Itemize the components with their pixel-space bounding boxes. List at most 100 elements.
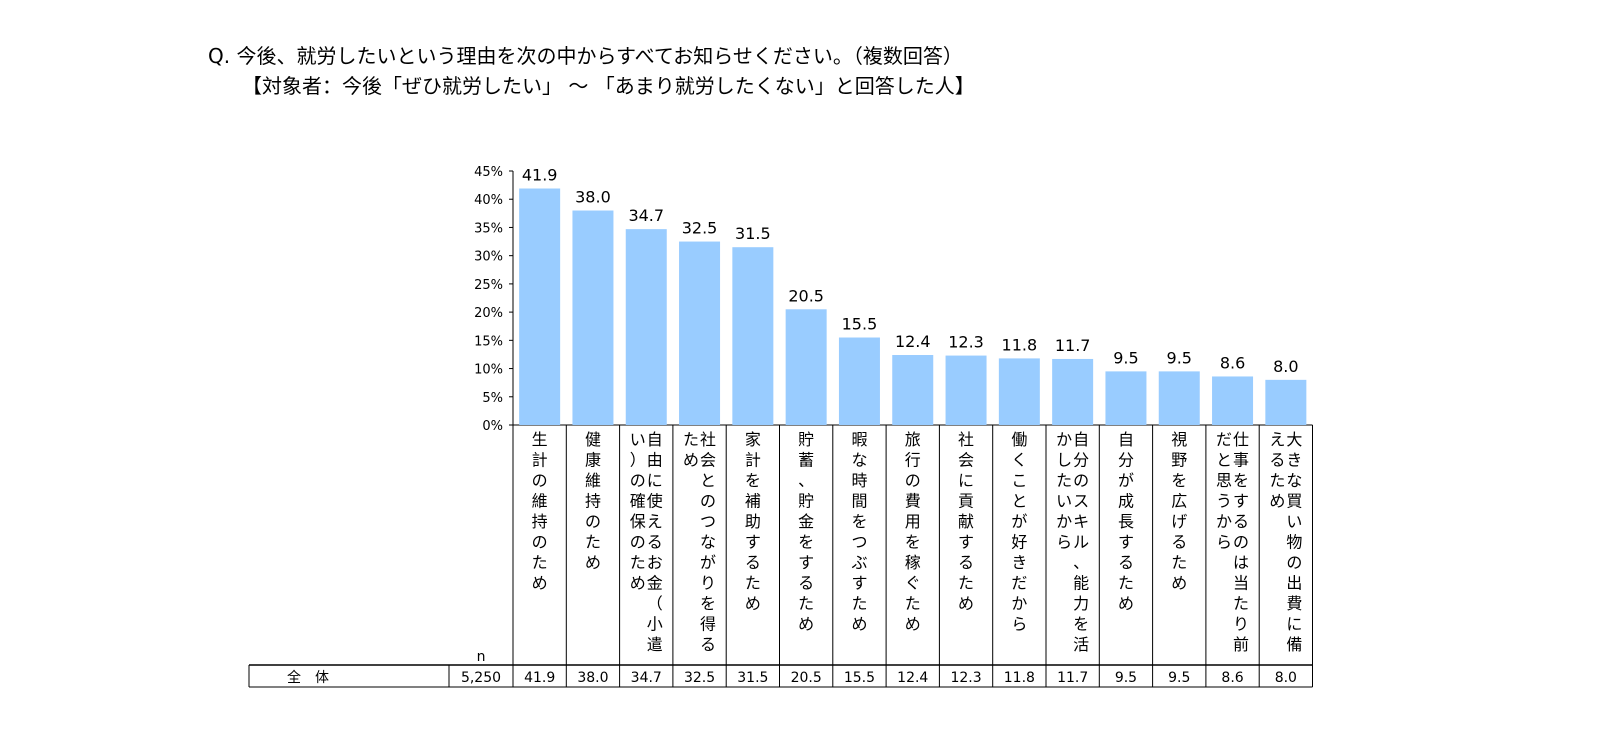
svg-text:健: 健 [585, 430, 601, 449]
svg-text:め: め [798, 615, 814, 634]
svg-text:に: に [647, 471, 663, 490]
svg-text:視: 視 [1171, 430, 1187, 449]
svg-text:の: の [700, 492, 716, 511]
svg-text:思: 思 [1216, 471, 1232, 490]
svg-text:る: る [798, 574, 814, 593]
svg-text:維: 維 [532, 492, 548, 511]
svg-text:）: ） [630, 451, 646, 470]
svg-text:る: る [647, 533, 663, 552]
svg-text:貯: 貯 [798, 430, 814, 449]
svg-text:と: と [700, 471, 716, 490]
bar-value-label: 12.4 [895, 332, 931, 351]
svg-text:当: 当 [1233, 574, 1249, 593]
svg-text:い: い [1056, 492, 1072, 511]
svg-text:金: 金 [647, 574, 663, 593]
svg-text:事: 事 [1233, 451, 1249, 470]
svg-text:計: 計 [532, 451, 548, 470]
svg-text:の: の [532, 471, 548, 490]
svg-text:仕: 仕 [1233, 430, 1249, 449]
bar [998, 358, 1040, 425]
svg-text:自: 自 [647, 430, 663, 449]
svg-text:康: 康 [585, 451, 601, 470]
svg-text:に: に [958, 471, 974, 490]
svg-text:を: を [745, 471, 761, 490]
svg-text:き: き [1011, 553, 1027, 572]
svg-text:か: か [1056, 512, 1072, 531]
svg-text:す: す [1233, 492, 1249, 511]
svg-text:た: た [745, 574, 761, 593]
y-tick-label: 20% [474, 306, 503, 321]
svg-text:キ: キ [1073, 512, 1089, 531]
svg-text:か: か [1011, 594, 1027, 613]
svg-text:生: 生 [532, 430, 548, 449]
svg-text:前: 前 [1233, 635, 1249, 654]
svg-text:備: 備 [1286, 635, 1302, 654]
svg-text:な: な [851, 451, 867, 470]
bar [838, 337, 880, 425]
bar-value-label: 20.5 [788, 286, 824, 305]
svg-text:計: 計 [745, 451, 761, 470]
svg-text:自: 自 [1073, 430, 1089, 449]
bar [785, 309, 827, 425]
svg-text:お: お [647, 553, 663, 572]
svg-text:た: た [532, 553, 548, 572]
table-cell: 9.5 [1168, 670, 1190, 686]
svg-text:す: す [851, 574, 867, 593]
svg-text:を: を [700, 594, 716, 613]
svg-text:め: め [745, 594, 761, 613]
svg-text:助: 助 [745, 512, 761, 531]
table-cell: 12.4 [897, 670, 928, 686]
svg-text:間: 間 [851, 492, 867, 511]
y-tick-label: 40% [474, 193, 503, 208]
bar [732, 247, 774, 425]
y-tick-label: 30% [474, 250, 503, 265]
svg-text:つ: つ [700, 512, 716, 531]
table-cell: 32.5 [684, 670, 715, 686]
svg-text:補: 補 [745, 492, 761, 511]
table-row-label: 全 体 [287, 669, 329, 686]
bar-value-label: 11.7 [1055, 336, 1091, 355]
svg-text:社: 社 [700, 430, 716, 449]
bar [1212, 376, 1254, 425]
svg-text:献: 献 [958, 512, 974, 531]
svg-text:な: な [1286, 471, 1302, 490]
question-line-2: 【対象者：今後「ぜひ就労したい」 ～ 「あまり就労したくない」と回答した人】 [242, 74, 975, 98]
svg-text:用: 用 [905, 512, 921, 531]
bar [572, 210, 614, 425]
svg-text:分: 分 [1073, 451, 1089, 470]
bar-value-label: 8.0 [1273, 357, 1298, 376]
table-cell: 15.5 [844, 670, 875, 686]
table-cell: 34.7 [631, 670, 662, 686]
svg-text:た: た [958, 574, 974, 593]
table-cell: 41.9 [524, 670, 555, 686]
svg-text:大: 大 [1286, 430, 1302, 449]
svg-text:の: の [630, 533, 646, 552]
svg-text:成: 成 [1118, 492, 1134, 511]
svg-text:め: め [1118, 594, 1134, 613]
svg-text:好: 好 [1011, 533, 1027, 552]
bar-value-label: 32.5 [682, 219, 718, 238]
svg-text:つ: つ [851, 533, 867, 552]
table-cell: 8.0 [1275, 670, 1297, 686]
svg-text:す: す [745, 533, 761, 552]
svg-text:え: え [647, 512, 663, 531]
svg-text:の: の [630, 471, 646, 490]
svg-text:確: 確 [630, 492, 646, 511]
svg-text:く: く [1011, 451, 1027, 470]
svg-text:る: る [1269, 451, 1285, 470]
svg-text:の: の [585, 512, 601, 531]
svg-text:ぐ: ぐ [905, 574, 921, 593]
svg-text:を: を [1073, 615, 1089, 634]
svg-text:り: り [700, 574, 716, 593]
svg-text:は: は [1233, 553, 1249, 572]
svg-text:の: の [1233, 533, 1249, 552]
svg-text:小: 小 [647, 615, 663, 634]
svg-text:力: 力 [1073, 594, 1089, 613]
svg-text:金: 金 [798, 512, 814, 531]
